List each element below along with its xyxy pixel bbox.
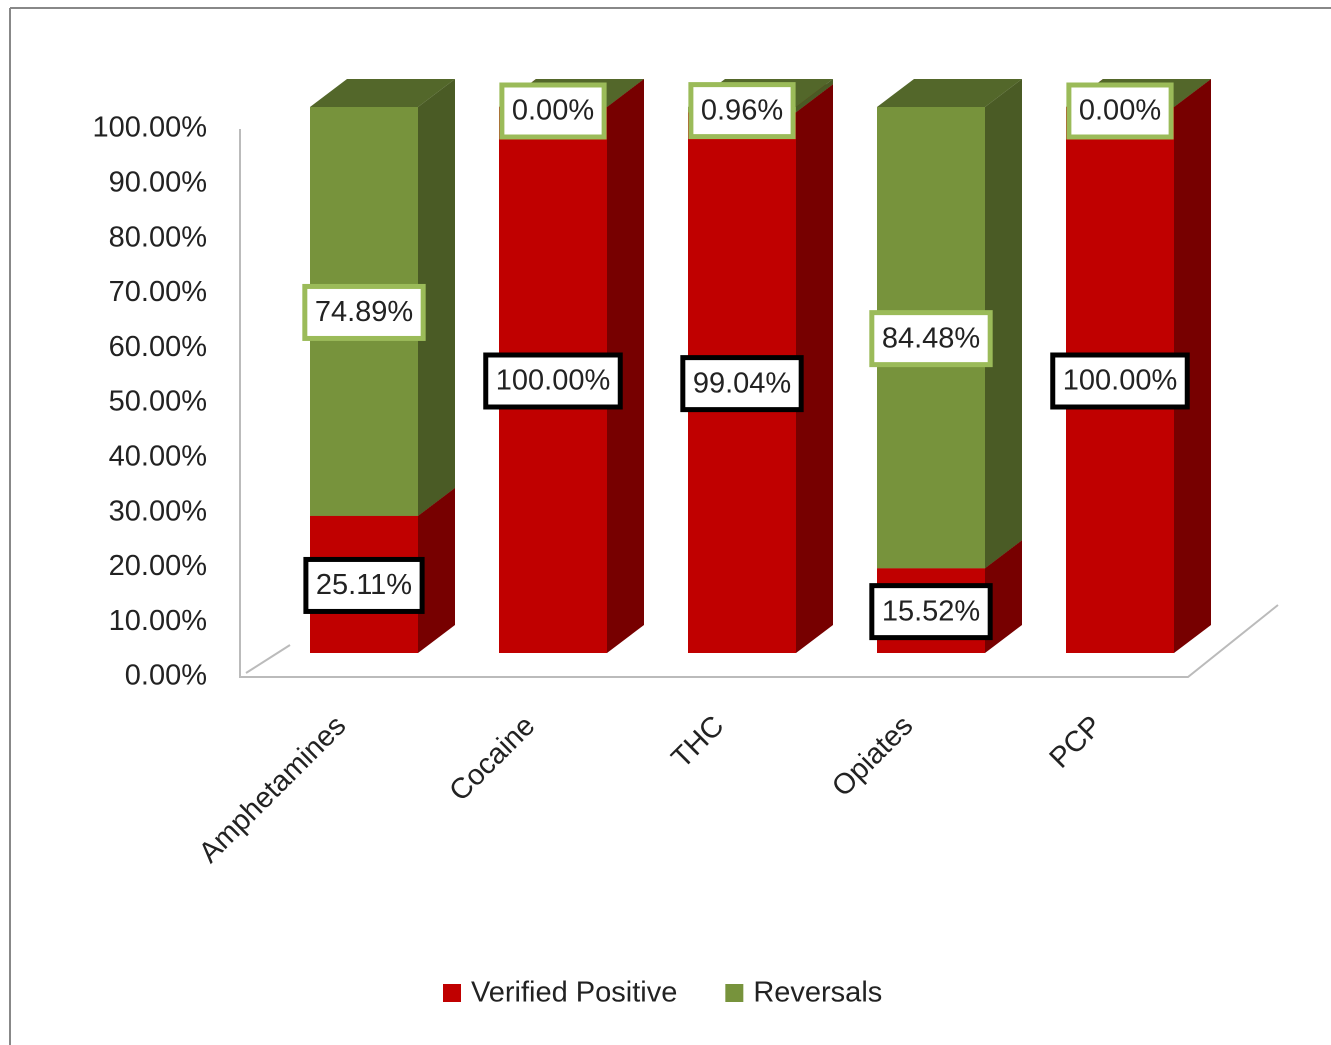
- y-tick-label: 0.00%: [125, 660, 207, 692]
- value-label: 74.89%: [315, 296, 413, 328]
- axis: [239, 129, 1279, 678]
- bar-side: [1174, 79, 1211, 653]
- bar-side: [796, 79, 833, 113]
- x-tick-label: THC: [666, 710, 731, 775]
- y-tick-label: 30.00%: [109, 495, 207, 527]
- legend-label: Verified Positive: [471, 977, 677, 1009]
- legend-swatch: [725, 984, 744, 1002]
- value-label-box: [688, 82, 796, 140]
- value-label: 99.04%: [693, 367, 791, 399]
- x-tick-label: Amphetamines: [193, 710, 352, 869]
- bar-side: [985, 79, 1022, 569]
- value-label: 0.96%: [701, 94, 783, 126]
- bar-top: [877, 79, 1022, 107]
- y-tick-label: 60.00%: [109, 331, 207, 363]
- y-tick-label: 80.00%: [109, 221, 207, 253]
- value-label: 25.11%: [316, 569, 412, 601]
- value-label: 15.52%: [882, 595, 980, 627]
- bar-side: [796, 84, 833, 654]
- value-label-box: [869, 310, 993, 368]
- value-label-box: [302, 283, 426, 341]
- y-tick-label: 50.00%: [109, 386, 207, 418]
- value-label-box: [1066, 82, 1174, 140]
- bar-top: [310, 79, 455, 107]
- value-label: 0.00%: [1079, 95, 1161, 127]
- y-tick-label: 40.00%: [109, 440, 207, 472]
- x-tick-label: Opiates: [826, 710, 919, 803]
- value-label: 0.00%: [512, 95, 594, 127]
- value-label-box: [680, 355, 804, 413]
- x-tick-label: PCP: [1044, 710, 1109, 775]
- y-tick-label: 70.00%: [109, 276, 207, 308]
- axis: [245, 644, 291, 674]
- bar-side: [985, 540, 1022, 653]
- y-tick-label: 90.00%: [109, 166, 207, 198]
- bar-side: [418, 79, 455, 516]
- bar-side: [418, 487, 455, 653]
- x-tick-label: Cocaine: [443, 710, 541, 808]
- value-label: 100.00%: [1063, 365, 1178, 397]
- value-label: 100.00%: [496, 365, 611, 397]
- value-label-box: [483, 352, 623, 410]
- value-label-box: [1050, 352, 1190, 410]
- value-label-box: [303, 556, 425, 614]
- y-tick-label: 20.00%: [109, 550, 207, 582]
- value-label-box: [499, 82, 607, 140]
- legend-swatch: [443, 984, 461, 1002]
- bar-side: [607, 79, 644, 653]
- y-tick-label: 10.00%: [109, 605, 207, 637]
- value-label: 84.48%: [882, 322, 980, 354]
- value-label-box: [869, 583, 993, 641]
- legend-label: Reversals: [753, 977, 882, 1009]
- y-tick-label: 100.00%: [93, 112, 208, 144]
